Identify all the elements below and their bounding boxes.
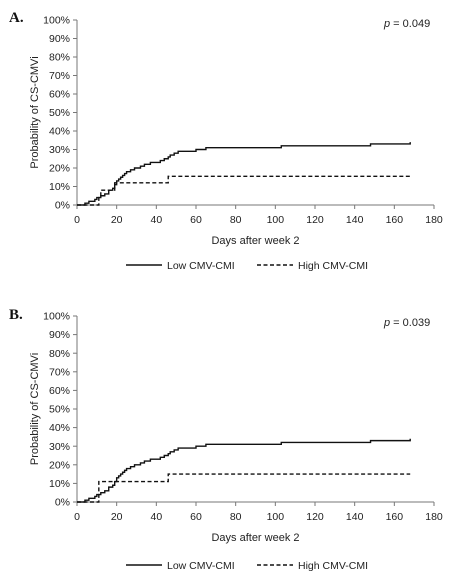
y-tick-label: 70% bbox=[49, 366, 70, 378]
y-axis-title: Probability of CS-CMVi bbox=[29, 56, 41, 168]
p-value: = 0.039 bbox=[390, 317, 430, 329]
y-tick-label: 0% bbox=[55, 497, 70, 509]
legend-label: Low CMV-CMI bbox=[167, 260, 235, 272]
y-tick-label: 20% bbox=[49, 163, 70, 175]
x-tick-label: 0 bbox=[74, 214, 80, 226]
y-tick-label: 0% bbox=[55, 200, 70, 212]
y-tick-label: 50% bbox=[49, 107, 70, 119]
series-line-low-cmv-cmi bbox=[77, 438, 411, 503]
legend-label: High CMV-CMI bbox=[298, 560, 368, 572]
x-tick-label: 140 bbox=[346, 214, 364, 226]
x-tick-label: 60 bbox=[190, 511, 202, 523]
x-axis-title: Days after week 2 bbox=[211, 235, 299, 247]
x-axis-title: Days after week 2 bbox=[211, 532, 299, 544]
x-tick-label: 160 bbox=[386, 511, 404, 523]
y-tick-label: 20% bbox=[49, 459, 70, 471]
y-tick-label: 50% bbox=[49, 404, 70, 416]
x-tick-label: 120 bbox=[306, 214, 324, 226]
p-value-annotation: p = 0.039 bbox=[383, 317, 430, 329]
x-tick-label: 140 bbox=[346, 511, 364, 523]
y-tick-label: 80% bbox=[49, 348, 70, 360]
x-tick-label: 20 bbox=[111, 214, 123, 226]
legend-label: High CMV-CMI bbox=[298, 260, 368, 272]
x-tick-label: 0 bbox=[74, 511, 80, 523]
x-tick-label: 80 bbox=[230, 511, 242, 523]
chart-panel-b: B. 0% 10% 20% 30% 40% 50% 60% 70% 80% 90% 100% 0 20 40… bbox=[9, 307, 443, 572]
y-tick-label: 100% bbox=[43, 15, 70, 27]
x-tick-label: 60 bbox=[190, 214, 202, 226]
p-value-annotation: p = 0.049 bbox=[383, 18, 430, 30]
y-tick-label: 30% bbox=[49, 144, 70, 156]
p-symbol: p bbox=[383, 18, 390, 30]
y-tick-label: 90% bbox=[49, 329, 70, 341]
y-tick-label: 60% bbox=[49, 385, 70, 397]
y-tick-label: 10% bbox=[49, 181, 70, 193]
p-symbol: p bbox=[383, 317, 390, 329]
panel-label: B. bbox=[9, 307, 23, 323]
x-tick-label: 100 bbox=[267, 511, 285, 523]
x-tick-label: 100 bbox=[267, 214, 285, 226]
y-tick-label: 60% bbox=[49, 89, 70, 101]
x-tick-label: 180 bbox=[425, 511, 443, 523]
y-tick-label: 80% bbox=[49, 52, 70, 64]
y-tick-label: 40% bbox=[49, 422, 70, 434]
p-value: = 0.049 bbox=[390, 18, 430, 30]
legend-label: Low CMV-CMI bbox=[167, 560, 235, 572]
series-line-high-cmv-cmi bbox=[77, 473, 411, 503]
y-tick-label: 100% bbox=[43, 311, 70, 323]
y-tick-label: 90% bbox=[49, 33, 70, 45]
x-tick-label: 40 bbox=[150, 511, 162, 523]
y-tick-label: 70% bbox=[49, 70, 70, 82]
x-tick-label: 120 bbox=[306, 511, 324, 523]
x-tick-label: 20 bbox=[111, 511, 123, 523]
x-tick-label: 80 bbox=[230, 214, 242, 226]
y-axis-title: Probability of CS-CMVi bbox=[29, 353, 41, 465]
y-tick-label: 10% bbox=[49, 478, 70, 490]
y-tick-label: 40% bbox=[49, 126, 70, 138]
series-line-high-cmv-cmi bbox=[77, 175, 411, 206]
y-tick-label: 30% bbox=[49, 441, 70, 453]
series-line-low-cmv-cmi bbox=[77, 142, 411, 206]
x-tick-label: 180 bbox=[425, 214, 443, 226]
chart-panel-a: A. 0% 10% 20% 30% 40% 50% 60% 70% 80% 90% 100% 0 20 40… bbox=[9, 10, 443, 272]
x-tick-label: 160 bbox=[386, 214, 404, 226]
panel-label: A. bbox=[9, 10, 24, 26]
x-tick-label: 40 bbox=[150, 214, 162, 226]
